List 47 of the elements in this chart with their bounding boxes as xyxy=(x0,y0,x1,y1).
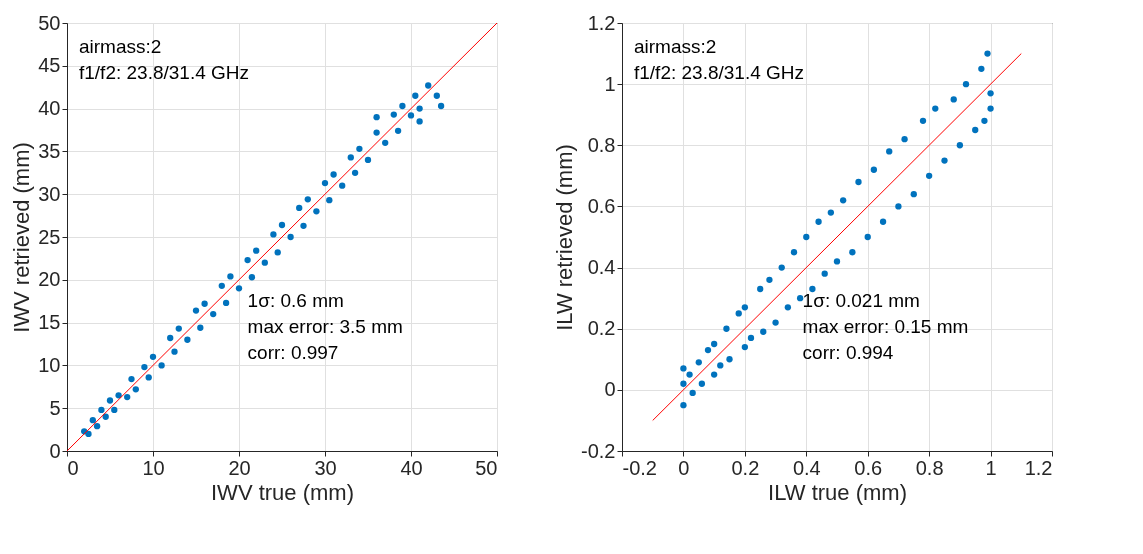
y-tick-label: -0.2 xyxy=(581,439,616,462)
y-axis-title: IWV retrieved (mm) xyxy=(9,142,35,333)
x-tick-label: 0.4 xyxy=(792,456,821,479)
x-axis-title: IWV true (mm) xyxy=(211,479,354,505)
annotation: corr: 0.994 xyxy=(802,342,894,364)
x-tick-label: 10 xyxy=(142,456,165,479)
annotation: f1/f2: 23.8/31.4 GHz xyxy=(79,62,250,83)
annotation: 1σ: 0.021 mm xyxy=(802,290,920,312)
x-axis-title: ILW true (mm) xyxy=(768,479,907,505)
annotation: max error: 0.15 mm xyxy=(802,316,969,338)
y-tick-label: 50 xyxy=(38,11,61,34)
x-tick-label: 0 xyxy=(67,456,79,479)
x-tick-label: 20 xyxy=(228,456,251,479)
y-tick-label: 0.2 xyxy=(587,317,616,340)
x-tick-label: 0.6 xyxy=(854,456,883,479)
x-tick-label: 0.2 xyxy=(731,456,760,479)
annotation: f1/f2: 23.8/31.4 GHz xyxy=(634,62,805,83)
y-tick-label: 0 xyxy=(49,439,61,462)
annotation: max error: 3.5 mm xyxy=(247,316,403,338)
annotation: airmass:2 xyxy=(634,36,717,57)
y-tick-label: 0.6 xyxy=(587,194,616,217)
x-tick-label: 30 xyxy=(314,456,337,479)
x-tick-label: 50 xyxy=(475,456,498,479)
y-tick-label: 0 xyxy=(604,378,616,401)
y-tick-label: 45 xyxy=(38,54,61,77)
y-tick-label: 0.4 xyxy=(587,256,616,279)
x-tick-label: 1 xyxy=(985,456,997,479)
x-tick-label: -0.2 xyxy=(622,456,657,479)
annotation: airmass:2 xyxy=(79,36,162,57)
y-tick-label: 30 xyxy=(38,182,61,205)
x-tick-label: 40 xyxy=(400,456,423,479)
y-tick-label: 25 xyxy=(38,225,61,248)
x-tick-label: 1.2 xyxy=(1024,456,1053,479)
y-tick-label: 20 xyxy=(38,268,61,291)
y-axis-title: ILW retrieved (mm) xyxy=(552,144,578,331)
x-tick-label: 0.8 xyxy=(915,456,944,479)
y-tick-label: 35 xyxy=(38,139,61,162)
x-tick-label: 0 xyxy=(678,456,690,479)
y-tick-label: 40 xyxy=(38,97,61,120)
y-tick-label: 5 xyxy=(49,396,61,419)
y-tick-label: 1 xyxy=(604,72,616,95)
y-tick-label: 0.8 xyxy=(587,133,616,156)
y-tick-label: 1.2 xyxy=(587,11,616,34)
y-tick-label: 10 xyxy=(38,353,61,376)
annotation: 1σ: 0.6 mm xyxy=(247,290,344,312)
y-tick-label: 15 xyxy=(38,311,61,334)
annotation: corr: 0.997 xyxy=(247,342,339,364)
